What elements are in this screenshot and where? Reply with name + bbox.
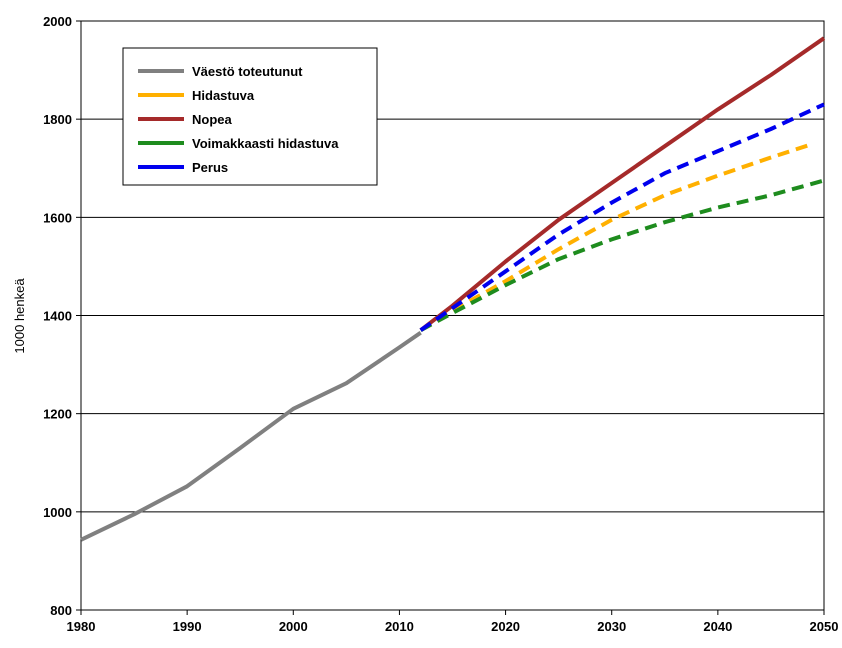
x-tick-label-2030: 2030 <box>597 619 626 634</box>
legend-label-nopea: Nopea <box>192 112 233 127</box>
series-line-perus <box>419 102 825 332</box>
x-tick-label-2010: 2010 <box>385 619 414 634</box>
series-line-hidastuva <box>419 141 815 332</box>
x-tick-label-2020: 2020 <box>491 619 520 634</box>
y-tick-label-1400: 1400 <box>43 309 72 324</box>
series-line-nopea <box>419 36 826 332</box>
series-lines <box>80 36 826 542</box>
series-line-voimakkaasti-hidastuva <box>419 178 825 332</box>
y-axis-label: 1000 henkeä <box>12 278 27 354</box>
legend-label-voimakkaasti-hidastuva: Voimakkaasti hidastuva <box>192 136 339 151</box>
y-axis-ticks: 800 1000 1200 1400 1600 1800 2000 <box>43 14 81 618</box>
series-line-vaesto-toteutunut <box>80 331 422 542</box>
y-tick-label-1200: 1200 <box>43 407 72 422</box>
y-tick-label-800: 800 <box>50 603 72 618</box>
legend-label-vaesto-toteutunut: Väestö toteutunut <box>192 64 303 79</box>
x-tick-label-1990: 1990 <box>173 619 202 634</box>
legend-label-hidastuva: Hidastuva <box>192 88 255 103</box>
y-tick-label-1600: 1600 <box>43 210 72 225</box>
legend-label-perus: Perus <box>192 160 228 175</box>
legend: Väestö toteutunut Hidastuva Nopea Voimakkaa… <box>122 47 378 186</box>
y-tick-label-2000: 2000 <box>43 14 72 29</box>
y-tick-label-1800: 1800 <box>43 112 72 127</box>
x-tick-label-2050: 2050 <box>810 619 839 634</box>
x-tick-label-2040: 2040 <box>703 619 732 634</box>
y-tick-label-1000: 1000 <box>43 505 72 520</box>
x-tick-label-1980: 1980 <box>67 619 96 634</box>
x-tick-label-2000: 2000 <box>279 619 308 634</box>
x-axis-ticks: 1980 1990 2000 2010 2020 2030 2040 2050 <box>67 610 839 634</box>
